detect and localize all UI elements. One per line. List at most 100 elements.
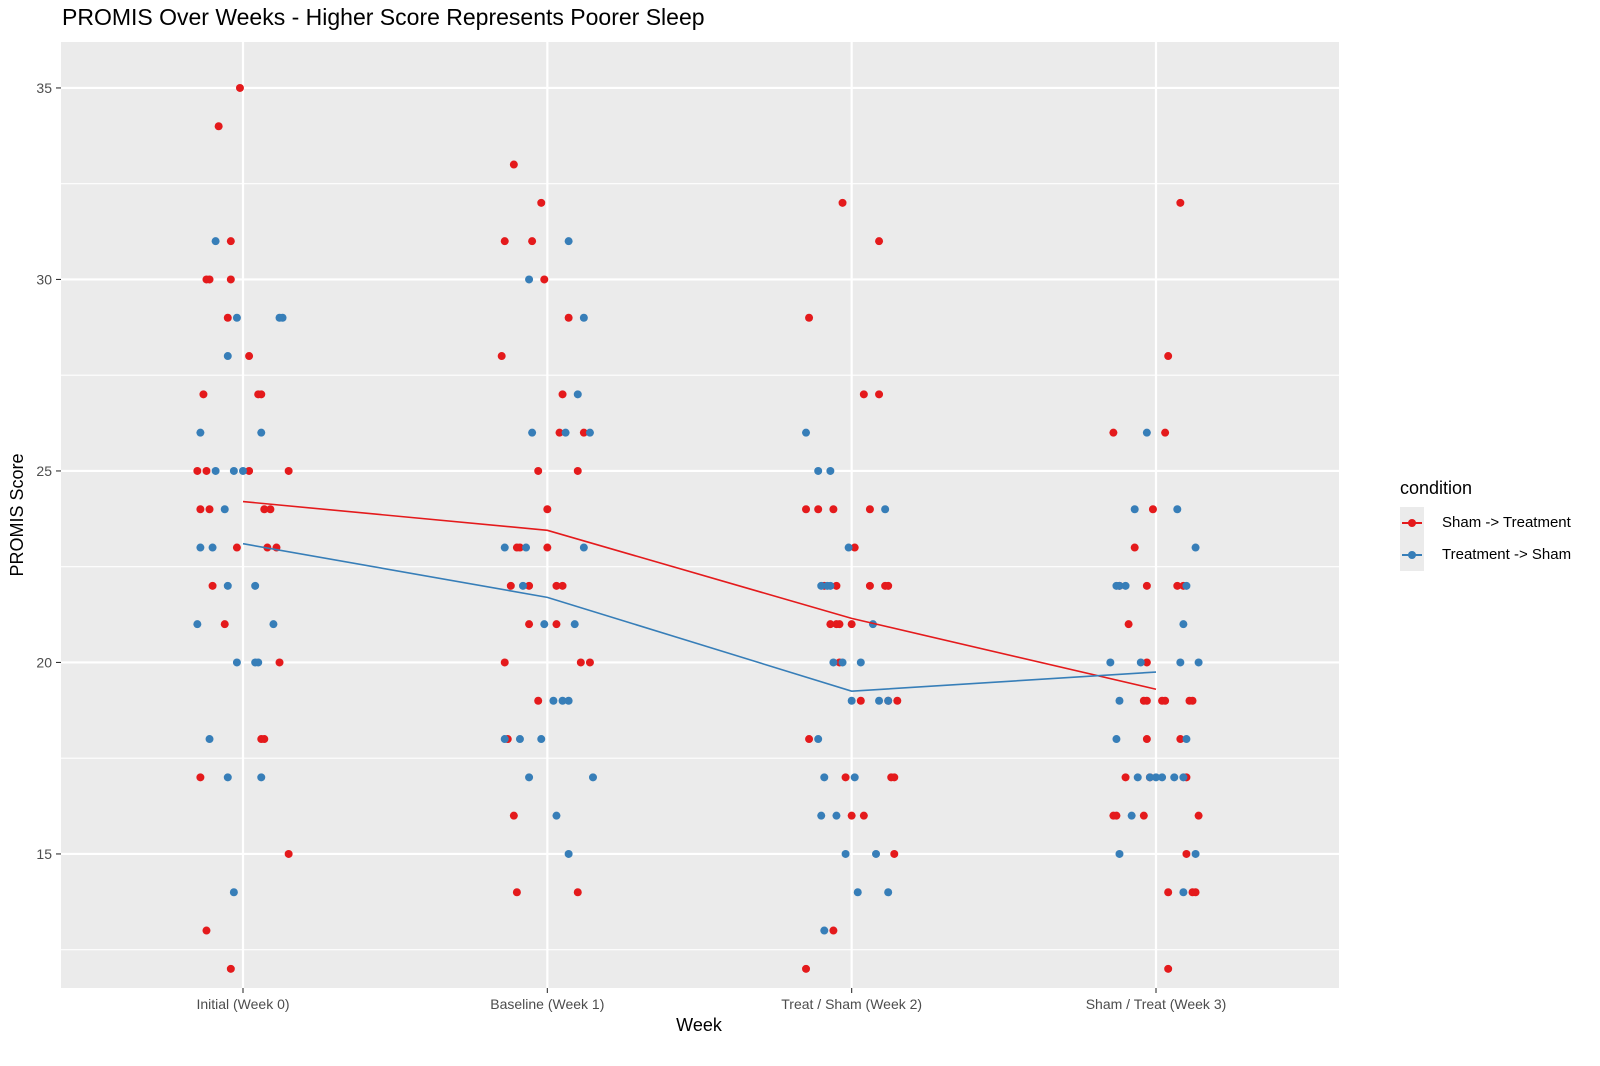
data-point — [875, 237, 884, 246]
data-point — [522, 543, 531, 552]
data-point — [564, 849, 573, 858]
data-point — [829, 926, 838, 935]
data-point — [528, 237, 537, 246]
data-point — [537, 735, 546, 744]
data-point — [232, 313, 241, 322]
data-point — [1176, 735, 1185, 744]
data-point — [561, 428, 570, 437]
data-point — [832, 811, 841, 820]
data-point — [1188, 696, 1197, 705]
data-point — [875, 390, 884, 399]
y-tick-label: 15 — [36, 846, 52, 862]
data-point — [251, 581, 260, 590]
data-point — [1194, 811, 1203, 820]
y-tick-label: 25 — [36, 463, 52, 479]
data-point — [1130, 505, 1139, 514]
data-point — [525, 275, 534, 284]
data-point — [1191, 849, 1200, 858]
data-point — [193, 620, 202, 629]
data-point — [1133, 773, 1142, 782]
data-point — [585, 658, 594, 667]
data-point — [257, 428, 266, 437]
data-point — [820, 773, 829, 782]
data-point — [884, 888, 893, 897]
data-point — [1112, 811, 1121, 820]
x-tick-label: Treat / Sham (Week 2) — [781, 996, 922, 1012]
data-point — [205, 275, 214, 284]
data-point — [226, 237, 235, 246]
data-point — [245, 466, 254, 475]
data-point — [199, 390, 208, 399]
series-line — [242, 542, 1157, 692]
data-point — [558, 581, 567, 590]
data-point — [537, 198, 546, 207]
data-point — [245, 352, 254, 361]
data-point — [841, 773, 850, 782]
data-point — [552, 620, 561, 629]
data-point — [208, 543, 217, 552]
data-point — [1173, 581, 1182, 590]
data-point — [552, 581, 561, 590]
data-point — [829, 505, 838, 514]
data-point — [500, 237, 509, 246]
data-point — [850, 543, 859, 552]
data-point — [1139, 811, 1148, 820]
data-point — [269, 620, 278, 629]
data-point — [1152, 773, 1160, 782]
series-line — [242, 500, 1157, 691]
data-point — [1182, 581, 1191, 590]
data-point — [226, 964, 235, 973]
x-axis: Initial (Week 0) Baseline (Week 1) Treat /… — [196, 988, 1226, 1012]
data-points — [193, 83, 1203, 973]
data-point — [1142, 428, 1151, 437]
data-point — [814, 466, 823, 475]
data-point — [1191, 543, 1200, 552]
data-point — [260, 505, 269, 514]
data-point — [1182, 849, 1191, 858]
data-point — [1170, 773, 1179, 782]
data-point — [853, 888, 862, 897]
data-point — [1158, 773, 1167, 782]
data-point — [223, 581, 232, 590]
data-point — [1115, 581, 1124, 590]
data-point — [518, 581, 527, 590]
data-point — [1109, 428, 1118, 437]
legend-item-sham-treatment: Sham -> Treatment — [1400, 507, 1571, 539]
data-point — [1176, 198, 1185, 207]
chart-title: PROMIS Over Weeks - Higher Score Represe… — [62, 4, 705, 30]
data-point — [829, 658, 838, 667]
data-point — [564, 696, 573, 705]
legend-title: condition — [1400, 478, 1473, 498]
data-point — [1124, 620, 1133, 629]
data-point — [835, 620, 844, 629]
data-point — [497, 352, 506, 361]
data-point — [1164, 964, 1173, 973]
data-point — [859, 390, 868, 399]
data-point — [196, 543, 205, 552]
data-point — [1142, 658, 1151, 667]
data-point — [232, 658, 241, 667]
data-point — [214, 122, 223, 131]
data-point — [260, 735, 269, 744]
data-point — [884, 581, 893, 590]
data-point — [814, 735, 823, 744]
data-point — [232, 543, 241, 552]
data-point — [1136, 658, 1145, 667]
data-point — [872, 849, 881, 858]
data-point — [564, 313, 573, 322]
data-point — [525, 773, 534, 782]
major-grid — [61, 42, 1339, 988]
x-tick-label: Sham / Treat (Week 3) — [1086, 996, 1227, 1012]
data-point — [1179, 773, 1188, 782]
data-point — [1115, 849, 1124, 858]
data-point — [208, 581, 217, 590]
data-point — [1194, 658, 1203, 667]
data-point — [512, 888, 521, 897]
data-point — [540, 275, 549, 284]
data-point — [525, 581, 534, 590]
y-tick-label: 30 — [36, 271, 52, 287]
data-point — [1179, 888, 1188, 897]
data-point — [1182, 735, 1191, 744]
data-point — [1106, 658, 1115, 667]
data-point — [1127, 811, 1136, 820]
